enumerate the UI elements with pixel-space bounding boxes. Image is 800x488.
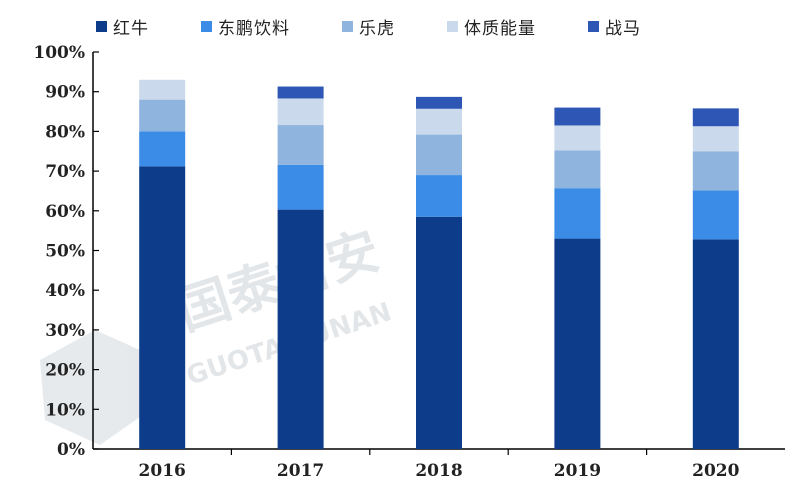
y-tick-label: 80% xyxy=(45,122,85,142)
bar-segment xyxy=(277,125,324,165)
bar-segment xyxy=(554,188,601,239)
legend-swatch xyxy=(201,21,212,32)
y-tick-label: 50% xyxy=(45,242,85,262)
y-tick-label: 0% xyxy=(57,440,85,460)
legend-swatch xyxy=(447,21,458,32)
y-tick-label: 90% xyxy=(45,83,85,103)
y-tick-label: 40% xyxy=(45,281,85,301)
legend-label: 体质能量 xyxy=(464,19,536,39)
bar-segment xyxy=(416,134,462,176)
bar-segment xyxy=(692,239,739,449)
legend-item: 东鹏饮料 xyxy=(201,14,290,39)
legend-swatch xyxy=(342,21,353,32)
y-tick-label: 10% xyxy=(45,400,85,420)
bar-segment xyxy=(554,125,601,151)
legend-label: 乐虎 xyxy=(359,19,395,39)
bar-segment xyxy=(416,108,462,135)
legend-swatch xyxy=(96,21,107,32)
y-tick-label: 30% xyxy=(45,321,85,341)
bar-segment xyxy=(139,131,186,167)
x-tick-label: 2020 xyxy=(692,461,739,481)
legend-swatch xyxy=(588,21,599,32)
bar-segment xyxy=(692,151,739,191)
tick-labels: 0% 10% 20% 30% 40% 50% 60% 70% 80% 90% 100% 2016 201… xyxy=(33,43,739,481)
y-tick-label: 20% xyxy=(45,361,85,381)
bar-segment xyxy=(416,175,462,217)
watermark-logo xyxy=(40,330,150,445)
bar-segment xyxy=(139,166,186,449)
y-tick-label: 100% xyxy=(33,43,85,63)
bar-segment xyxy=(139,99,186,132)
x-tick-label: 2019 xyxy=(554,461,601,481)
bar-segment xyxy=(554,107,601,126)
legend-item: 乐虎 xyxy=(342,14,395,39)
legend-item: 战马 xyxy=(588,14,641,39)
legend-item: 体质能量 xyxy=(447,14,536,39)
bar-segment xyxy=(554,150,601,189)
bar-segment xyxy=(277,86,324,99)
y-tick-label: 70% xyxy=(45,162,85,182)
legend-label: 东鹏饮料 xyxy=(218,19,290,39)
legend: 红牛 东鹏饮料 乐虎 体质能量 战马 xyxy=(96,14,693,39)
legend-label: 红牛 xyxy=(113,19,149,39)
x-tick-label: 2016 xyxy=(139,461,186,481)
bar-segment xyxy=(692,108,739,127)
x-tick-label: 2018 xyxy=(415,461,462,481)
bars xyxy=(139,79,739,449)
legend-label: 战马 xyxy=(605,19,641,39)
x-tick-label: 2017 xyxy=(277,461,324,481)
bar-segment xyxy=(554,238,601,449)
y-tick-label: 60% xyxy=(45,202,85,222)
bar-segment xyxy=(139,79,186,100)
bar-segment xyxy=(416,216,462,449)
legend-item: 红牛 xyxy=(96,14,149,39)
bar-segment xyxy=(416,96,462,109)
bar-segment xyxy=(692,126,739,152)
bar-segment xyxy=(277,98,324,126)
bar-segment xyxy=(277,209,324,449)
bar-segment xyxy=(692,190,739,240)
bar-segment xyxy=(277,164,324,210)
